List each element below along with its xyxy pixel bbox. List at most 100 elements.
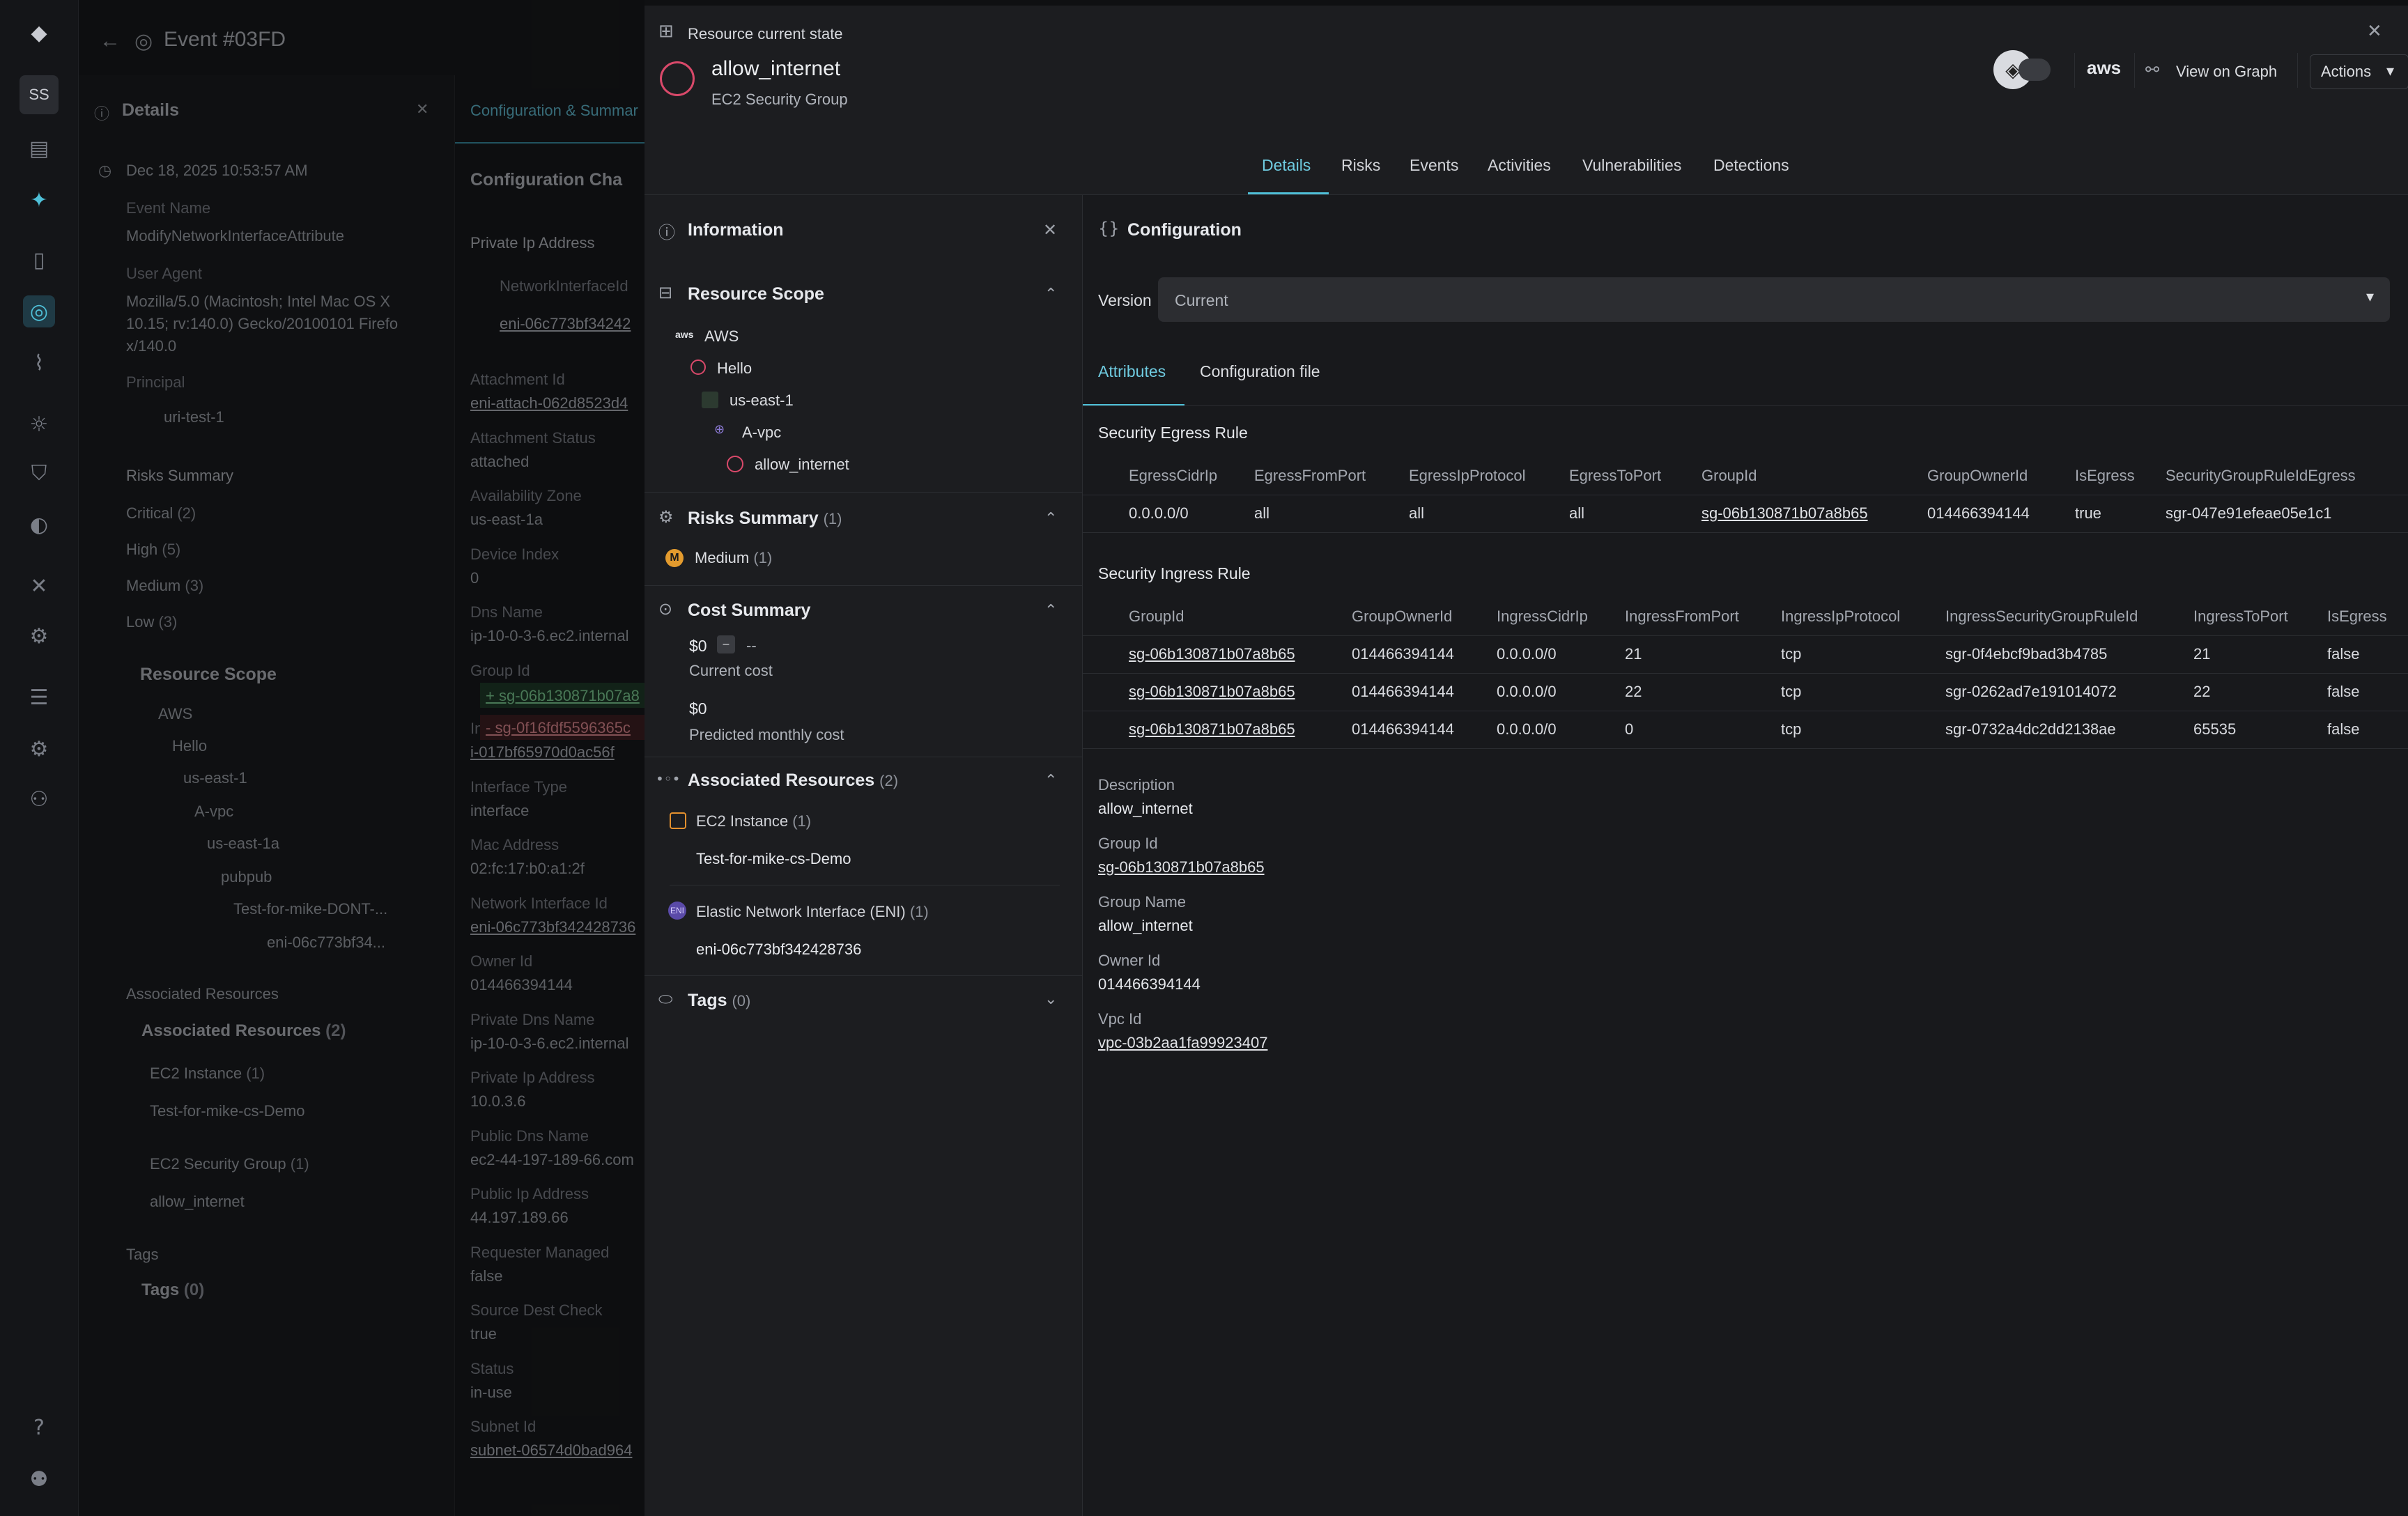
security-group-icon [660,61,695,96]
field-value: 0 [470,568,479,587]
eni-group: Elastic Network Interface (ENI) (1) [696,903,929,920]
user-settings-icon[interactable]: ⚉ [29,1467,49,1492]
tab-risks[interactable]: Risks [1341,156,1381,174]
field-value: ip-10-0-3-6.ec2.internal [470,1034,629,1052]
nic-value[interactable]: eni-06c773bf34242 [500,315,631,332]
assoc-sg-item: allow_internet [150,1193,245,1210]
scope-security-group[interactable]: allow_internet [755,456,849,473]
table-cell[interactable]: sg-06b130871b07a8b65 [1701,504,1868,522]
scope-instance: Test-for-mike-DONT-... [233,900,388,918]
field-value[interactable]: eni-attach-062d8523d4 [470,394,628,412]
chevron-down-icon[interactable]: ⌄ [1044,991,1058,1008]
integrations-icon[interactable]: ⚙ [29,624,49,649]
nic-column: NetworkInterfaceId [500,277,628,295]
hierarchy-icon: ⊟ [658,283,673,302]
table-cell: 0.0.0.0/0 [1497,683,1557,700]
shield-icon[interactable]: ⛉ [31,461,47,486]
scope-account[interactable]: Hello [717,359,752,377]
close-panel-icon[interactable]: ✕ [1043,220,1058,240]
close-icon[interactable]: ✕ [2367,21,2382,42]
view-on-graph-button[interactable]: View on Graph [2176,63,2278,80]
close-icon[interactable]: ✕ [416,100,429,118]
user-agent-line-2: 10.15; rv:140.0) Gecko/20100101 Firefo [126,315,399,332]
compass-icon[interactable]: ◐ [29,512,49,537]
scope-region[interactable]: us-east-1 [730,392,794,409]
scope-eni: eni-06c773bf34... [267,934,386,951]
activity-icon[interactable]: ⌇ [33,350,45,376]
graph-icon[interactable]: ⚯ [2145,60,2160,79]
field-value[interactable]: i-017bf65970d0ac56f [470,743,615,761]
cost-icon: ⊙ [658,599,673,619]
overlay-dim [79,0,645,1516]
tab-activities[interactable]: Activities [1488,156,1551,174]
table-cell: 0.0.0.0/0 [1497,720,1557,738]
book-icon[interactable]: ▯ [33,247,45,272]
ai-sparkle-icon[interactable]: ✦ [30,187,48,212]
risk-medium[interactable]: Medium (1) [695,549,773,566]
table-cell[interactable]: sg-06b130871b07a8b65 [1129,720,1295,738]
settings-icon[interactable]: ⚙ [29,736,49,761]
table-cell: 22 [1625,683,1642,700]
table-cell[interactable]: sg-06b130871b07a8b65 [1129,683,1295,700]
actions-label[interactable]: Actions [2321,63,2372,80]
divider [2297,53,2298,88]
org-icon[interactable]: ⚇ [29,787,49,812]
column-header: GroupId [1701,467,1757,484]
events-icon[interactable]: ◎ [23,295,55,327]
field-label: Public Ip Address [470,1185,589,1202]
user-agent-label: User Agent [126,265,202,282]
tools-icon[interactable]: ✕ [30,573,48,598]
caret-down-icon[interactable]: ▾ [2366,288,2375,306]
help-icon[interactable]: ? [33,1415,45,1440]
vpc-id-link[interactable]: vpc-03b2aa1fa99923407 [1098,1034,1268,1051]
assoc-ec2: EC2 Instance (1) [150,1065,265,1082]
ec2-instance-item[interactable]: Test-for-mike-cs-Demo [696,850,851,867]
table-cell: 21 [2193,645,2211,663]
group-added[interactable]: + sg-06b130871b07a8 [486,687,640,704]
scope-aws[interactable]: AWS [704,327,739,345]
left-rail: ◆ SS ▤ ✦ ▯ ◎ ⌇ ☼ ⛉ ◐ ✕ ⚙ ☰ ⚙ ⚇ ? ⚉ [0,0,79,1516]
resource-modal-header: ⊞ Resource current state ✕ allow_interne… [645,6,2408,195]
chevron-up-icon[interactable]: ⌃ [1044,602,1058,619]
subtab-attributes[interactable]: Attributes [1098,362,1166,380]
avatar[interactable]: SS [20,75,59,114]
chevron-up-icon[interactable]: ⌃ [1044,772,1058,789]
current-cost: $0 [689,637,707,655]
crown-jewel-toggle[interactable] [2019,59,2051,81]
logo-icon: ◆ [31,20,47,45]
field-label: Dns Name [470,603,543,621]
scope-aws: AWS [158,705,193,722]
chevron-up-icon[interactable]: ⌃ [1044,286,1058,303]
alarm-icon[interactable]: ☼ [29,412,49,437]
table-cell[interactable]: sg-06b130871b07a8b65 [1129,645,1295,663]
chevron-up-icon[interactable]: ⌃ [1044,510,1058,527]
tab-detections[interactable]: Detections [1713,156,1789,174]
filters-icon[interactable]: ☰ [29,685,49,710]
account-icon [690,359,706,375]
predicted-cost: $0 [689,699,707,718]
actions-dropdown[interactable] [2310,54,2408,89]
group-name-value: allow_internet [1098,917,1193,934]
tab-events[interactable]: Events [1410,156,1459,174]
back-arrow-icon[interactable]: ← [100,29,121,52]
version-select[interactable] [1158,277,2390,322]
group-removed[interactable]: - sg-0f16fdf5596365c [486,719,631,736]
owner-id-value: 014466394144 [1098,975,1201,993]
field-value[interactable]: eni-06c773bf342428736 [470,918,636,936]
dashboard-icon[interactable]: ▤ [29,136,49,161]
field-value: us-east-1a [470,511,543,528]
scope-vpc[interactable]: A-vpc [742,424,782,441]
divider [645,492,1083,493]
subtab-configuration-file[interactable]: Configuration file [1200,362,1320,380]
tab-vulnerabilities[interactable]: Vulnerabilities [1582,156,1682,174]
eni-item[interactable]: eni-06c773bf342428736 [696,941,862,958]
tab-details[interactable]: Details [1262,156,1311,174]
user-agent-line-3: x/140.0 [126,337,177,355]
information-panel: ⓘ Information ✕ ⊟ Resource Scope ⌃ aws A… [645,195,1083,1516]
field-value[interactable]: subnet-06574d0bad964 [470,1441,633,1459]
field-label: Private Ip Address [470,1069,595,1086]
tab-configuration-summary[interactable]: Configuration & Summar [470,102,638,119]
column-header: EgressToPort [1569,467,1662,484]
group-id-link[interactable]: sg-06b130871b07a8b65 [1098,858,1265,876]
chevron-down-icon[interactable]: ▾ [2386,63,2395,80]
